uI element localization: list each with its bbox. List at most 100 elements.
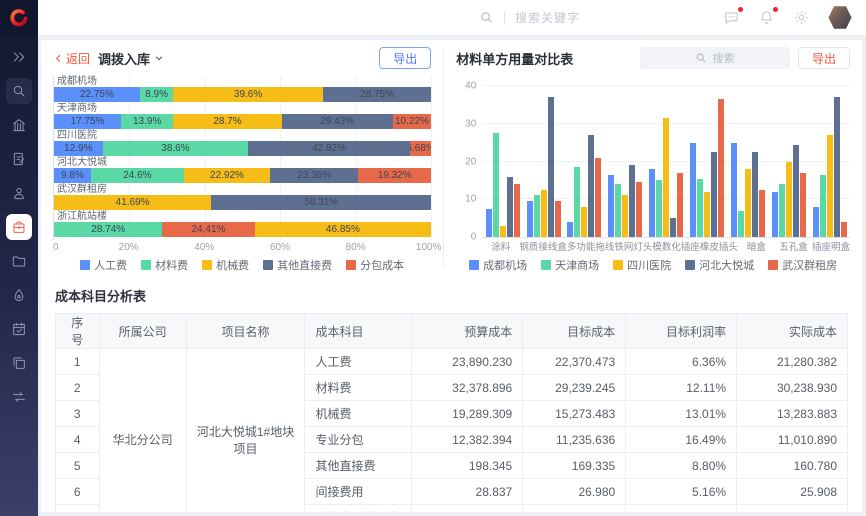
sidebar-item-materials-box[interactable] bbox=[6, 214, 32, 240]
app-logo[interactable] bbox=[0, 0, 38, 36]
column-header: 项目名称 bbox=[185, 313, 306, 349]
cell-margin: 6.36% bbox=[625, 348, 738, 375]
legend-swatch bbox=[141, 260, 152, 270]
page-title: 调拨入库 bbox=[98, 49, 164, 68]
chevron-down-icon[interactable] bbox=[154, 53, 164, 63]
legend-item-武汉群租房[interactable]: 武汉群租房 bbox=[768, 257, 837, 273]
stacked-bar-row: 天津商场 17.75% 13.9% 28.7% 29.43% 10.22% bbox=[54, 103, 432, 130]
sidebar-item-copy[interactable] bbox=[6, 350, 32, 376]
cell-actual: 160.780 bbox=[736, 452, 848, 479]
legend-swatch bbox=[346, 260, 357, 270]
export-button-right[interactable]: 导出 bbox=[797, 47, 850, 69]
table-row: 5 其他直接费 198.345 169.335 8.80% 160.780 bbox=[55, 452, 848, 479]
chevron-left-icon bbox=[55, 54, 61, 62]
global-search[interactable]: 搜索关键字 bbox=[479, 9, 625, 26]
sidebar-item-calendar-check[interactable] bbox=[6, 316, 32, 342]
stacked-bar-track: 28.74% 24.41% 46.85% bbox=[54, 222, 432, 237]
bar-天津商场 bbox=[819, 174, 826, 237]
cell-index: 4 bbox=[55, 426, 100, 453]
bar-武汉群租房 bbox=[718, 99, 724, 237]
bar-天津商场 bbox=[697, 178, 703, 237]
bar-segment-人工费: 17.75% bbox=[54, 114, 121, 129]
sidebar-item-collapse-expand[interactable] bbox=[6, 44, 32, 70]
legend-item-四川医院[interactable]: 四川医院 bbox=[613, 257, 671, 273]
bar-segment-材料费: 24.6% bbox=[90, 168, 184, 183]
x-tick-label: 20% bbox=[118, 242, 139, 253]
cell-target: 26.980 bbox=[522, 478, 627, 505]
cell-subject: 其他直接费 bbox=[304, 452, 413, 479]
stacked-bar-row: 成都机场 22.75% 8.9% 39.6% 28.75% bbox=[54, 76, 432, 103]
legend-item-河北大悦城[interactable]: 河北大悦城 bbox=[685, 257, 754, 273]
notification-dot bbox=[738, 7, 743, 12]
sidebar-item-user-check[interactable] bbox=[6, 180, 32, 206]
global-search-placeholder[interactable]: 搜索关键字 bbox=[515, 11, 581, 25]
bar-天津商场 bbox=[533, 195, 540, 237]
bar-河北大悦城 bbox=[670, 218, 677, 237]
bar-四川医院 bbox=[540, 189, 547, 237]
legend-item-机械费[interactable]: 机械费 bbox=[202, 257, 249, 273]
cell-actual: 91.890 bbox=[736, 504, 848, 512]
x-tick-label: 0 bbox=[53, 242, 59, 253]
bar-segment-其他直接费: 29.43% bbox=[281, 114, 393, 129]
cell-index: 2 bbox=[55, 374, 100, 401]
x-tick-label: 涂料 bbox=[491, 242, 511, 253]
left-panel-header: 返回 调拨入库 导出 bbox=[53, 40, 432, 76]
legend-item-其他直接费[interactable]: 其他直接费 bbox=[263, 257, 332, 273]
legend-item-分包成本[interactable]: 分包成本 bbox=[346, 257, 404, 273]
cell-budget: 32,378.896 bbox=[411, 374, 524, 401]
grouped-x-axis: 涂料 钢质接线盒 多功能拖线 铁网灯头 模数化插座 橡皮插头 暗盒 五孔盒 插座明盒 bbox=[482, 238, 850, 254]
sidebar-item-document-edit[interactable] bbox=[6, 146, 32, 172]
cell-target: 29,239.245 bbox=[522, 374, 627, 401]
legend-item-人工费[interactable]: 人工费 bbox=[80, 257, 127, 273]
material-search-input[interactable]: 搜索 bbox=[639, 47, 790, 69]
stacked-plot-area: 成都机场 22.75% 8.9% 39.6% 28.75% 天津商场 17.75% 13.9%… bbox=[53, 76, 433, 240]
bell-icon[interactable] bbox=[758, 7, 778, 26]
document-edit-icon bbox=[11, 151, 27, 167]
legend-label: 其他直接费 bbox=[277, 260, 333, 272]
x-tick-label: 模数化插座 bbox=[652, 242, 700, 253]
cell-target: 78.892 bbox=[522, 504, 627, 512]
stacked-bar-row: 河北大悦城 9.8% 24.6% 22.92% 23.36% 19.32% bbox=[54, 157, 432, 184]
legend-item-天津商场[interactable]: 天津商场 bbox=[541, 257, 599, 273]
gridline bbox=[204, 76, 206, 240]
legend-item-材料费[interactable]: 材料费 bbox=[141, 257, 188, 273]
bar-四川医院 bbox=[785, 161, 792, 237]
collapse-expand-icon bbox=[11, 49, 27, 65]
legend-item-成都机场[interactable]: 成都机场 bbox=[469, 257, 527, 273]
cost-analysis-table: 序号 所属公司 项目名称 成本科目 预算成本 目标成本 目标利润率 实际成本 1 华北分公司 河北大… bbox=[55, 313, 848, 512]
cell-target: 15,273.483 bbox=[522, 400, 627, 427]
legend-label: 材料费 bbox=[155, 260, 189, 272]
sidebar-item-folder[interactable] bbox=[6, 248, 32, 274]
sidebar-item-building[interactable] bbox=[6, 112, 32, 138]
cost-composition-panel: 返回 调拨入库 导出 成都机场 22.75% 8.9% 39.6% 28.75% 天津商场… bbox=[41, 40, 443, 276]
message-icon[interactable] bbox=[723, 7, 743, 26]
sidebar-item-droplet[interactable] bbox=[6, 282, 32, 308]
sidebar-item-search[interactable] bbox=[6, 78, 32, 104]
bar-成都机场 bbox=[812, 206, 819, 237]
cell-subject: 材料费 bbox=[304, 374, 413, 401]
legend-label: 机械费 bbox=[216, 260, 250, 272]
bar-四川医院 bbox=[663, 118, 670, 237]
cell-margin: 12.11% bbox=[625, 374, 738, 401]
bar-segment-其他直接费: 23.36% bbox=[270, 168, 359, 183]
column-header: 目标利润率 bbox=[625, 313, 738, 349]
copy-icon bbox=[11, 355, 27, 371]
gear-icon[interactable] bbox=[793, 9, 810, 26]
cell-target: 22,370.473 bbox=[522, 348, 627, 375]
export-button-left[interactable]: 导出 bbox=[379, 47, 432, 69]
gridline bbox=[280, 76, 282, 240]
bar-segment-其他直接费: 58.31% bbox=[211, 195, 432, 210]
bar-河北大悦城 bbox=[751, 152, 758, 237]
cell-target: 169.335 bbox=[522, 452, 627, 479]
back-button[interactable]: 返回 bbox=[53, 50, 90, 67]
search-icon bbox=[481, 12, 492, 23]
cell-budget: 198.345 bbox=[411, 452, 524, 479]
category-label: 浙江航站楼 bbox=[57, 211, 107, 222]
sidebar-nav bbox=[0, 36, 38, 516]
user-avatar[interactable] bbox=[828, 6, 852, 29]
legend-label: 武汉群租房 bbox=[782, 260, 838, 272]
cell-index: 7 bbox=[55, 504, 100, 512]
sidebar-item-transfer[interactable] bbox=[6, 384, 32, 410]
bar-segment-分包成本: 19.32% bbox=[358, 168, 432, 183]
x-tick-label: 40% bbox=[194, 242, 215, 253]
